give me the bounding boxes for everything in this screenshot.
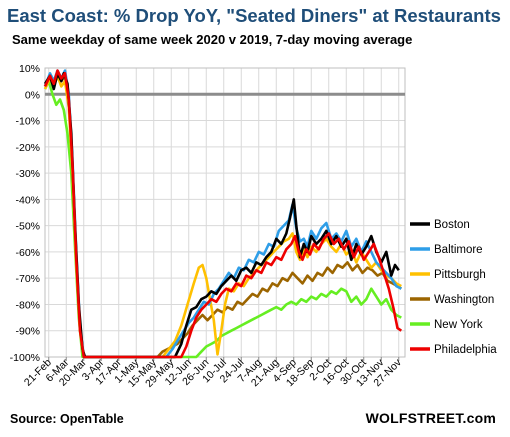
y-tick-label: -100% [10,352,40,364]
y-tick-label: -20% [15,142,40,154]
legend-label: Philadelphia [434,344,497,356]
y-axis: 10% 0% -10% -20% -30% -40% -50% -60% -70% -80% -90… [10,63,40,364]
y-tick-label: -50% [15,221,40,233]
legend-label: Baltimore [434,244,483,256]
series-line-pittsburgh [43,74,402,359]
y-tick-label: -80% [15,299,40,311]
legend: Boston Baltimore Pittsburgh Washington New Y… [410,219,497,356]
series-lines [43,69,403,359]
y-tick-label: 0% [25,89,40,101]
legend-label: New York [434,319,483,331]
brand-label: WOLFSTREET.com [365,410,496,426]
chart-subtitle: Same weekday of same week 2020 v 2019, 7… [12,32,413,47]
y-tick-label: -30% [15,168,40,180]
y-tick-label: 10% [19,63,40,75]
y-tick-label: -60% [15,247,40,259]
y-tick-label: -70% [15,273,40,285]
series-line-philadelphia [43,69,403,359]
legend-label: Washington [434,294,494,306]
source-note: Source: OpenTable [10,412,124,426]
chart-title: East Coast: % Drop YoY, "Seated Diners" … [7,5,501,26]
y-tick-label: -90% [15,326,40,338]
series-line-boston [43,72,400,359]
legend-label: Boston [434,219,470,231]
plot-area [44,67,406,358]
x-axis: 21-Feb6-Mar20-Mar3-Apr17-Apr1-May15-May2… [22,356,405,390]
y-tick-label: -40% [15,194,40,206]
y-tick-label: -10% [15,116,40,128]
legend-label: Pittsburgh [434,269,486,281]
